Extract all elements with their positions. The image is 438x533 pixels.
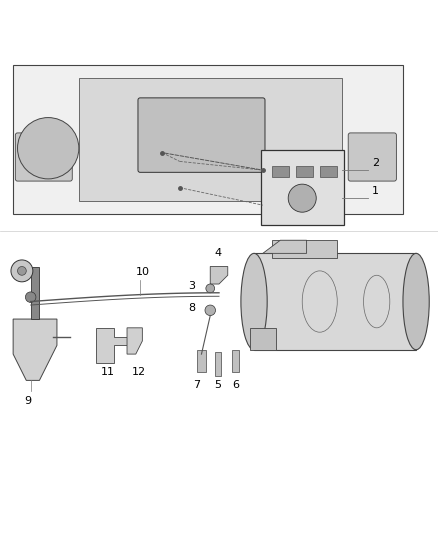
Text: 7: 7 xyxy=(193,381,200,390)
Bar xyxy=(272,240,337,258)
Polygon shape xyxy=(96,328,127,363)
Circle shape xyxy=(18,118,79,179)
Bar xyxy=(232,350,239,372)
FancyBboxPatch shape xyxy=(261,150,344,225)
Text: 9: 9 xyxy=(24,395,31,406)
Text: 4: 4 xyxy=(215,248,222,258)
Bar xyxy=(31,266,39,319)
Text: 6: 6 xyxy=(232,381,239,390)
Text: 12: 12 xyxy=(131,367,145,377)
Text: 10: 10 xyxy=(136,268,150,278)
Text: 5: 5 xyxy=(215,381,222,390)
Bar xyxy=(215,352,221,376)
Text: 1: 1 xyxy=(372,186,379,196)
Polygon shape xyxy=(13,319,57,381)
Circle shape xyxy=(205,305,215,316)
Circle shape xyxy=(25,292,36,302)
Bar xyxy=(296,166,313,177)
Ellipse shape xyxy=(241,253,267,350)
Text: 11: 11 xyxy=(101,367,115,377)
Polygon shape xyxy=(210,266,228,284)
Ellipse shape xyxy=(403,253,429,350)
Text: 2: 2 xyxy=(372,158,379,168)
Bar xyxy=(197,350,206,372)
Bar xyxy=(250,328,276,350)
Text: 3: 3 xyxy=(188,281,195,291)
Polygon shape xyxy=(13,65,403,214)
FancyBboxPatch shape xyxy=(15,133,72,181)
FancyBboxPatch shape xyxy=(138,98,265,172)
Polygon shape xyxy=(263,240,307,253)
Bar xyxy=(254,253,416,350)
Polygon shape xyxy=(127,328,142,354)
Circle shape xyxy=(288,184,316,212)
Polygon shape xyxy=(79,78,342,201)
FancyBboxPatch shape xyxy=(348,133,396,181)
Circle shape xyxy=(206,284,215,293)
Text: 8: 8 xyxy=(188,303,195,313)
Circle shape xyxy=(11,260,33,282)
Bar xyxy=(320,166,337,177)
Circle shape xyxy=(18,266,26,275)
Bar xyxy=(272,166,289,177)
